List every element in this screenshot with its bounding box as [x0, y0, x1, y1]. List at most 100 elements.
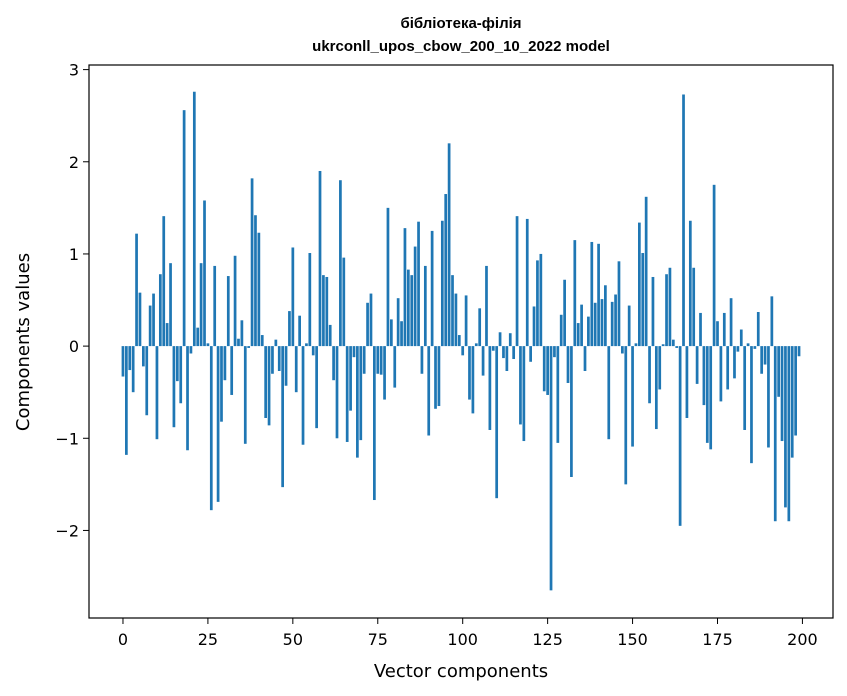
bar-143 — [607, 346, 611, 440]
bar-154 — [644, 196, 648, 347]
bar-180 — [733, 346, 736, 379]
bar-35 — [240, 320, 244, 347]
bar-57 — [315, 346, 318, 429]
bar-46 — [277, 346, 281, 371]
bar-120 — [529, 346, 532, 362]
bar-18 — [182, 110, 186, 347]
y-tick-label-0: 0 — [69, 337, 79, 356]
y-tick-label--2: −2 — [55, 521, 79, 540]
bar-107 — [485, 265, 488, 347]
x-tick-label-0: 0 — [118, 630, 128, 649]
bar-25 — [206, 343, 210, 347]
bar-173 — [709, 346, 713, 450]
bar-116 — [515, 216, 519, 347]
bar-185 — [750, 346, 753, 464]
bars-group — [121, 91, 801, 591]
bar-48 — [284, 346, 288, 386]
bar-112 — [502, 346, 505, 359]
chart-title-line2: ukrconll_upos_cbow_200_10_2022 model — [312, 38, 610, 55]
bar-26 — [209, 346, 213, 511]
bar-54 — [305, 343, 308, 347]
bar-125 — [546, 346, 549, 395]
bar-110 — [495, 346, 499, 499]
bar-2 — [128, 346, 132, 371]
bar-182 — [739, 329, 743, 347]
bar-27 — [213, 265, 217, 347]
bar-175 — [716, 321, 719, 347]
bar-187 — [756, 312, 760, 347]
bar-17 — [179, 346, 183, 404]
bar-132 — [570, 346, 573, 477]
bar-45 — [274, 339, 278, 347]
bar-59 — [322, 275, 325, 347]
bar-128 — [556, 346, 560, 443]
bar-103 — [471, 346, 475, 414]
bar-193 — [777, 346, 780, 397]
bar-196 — [787, 346, 791, 522]
bar-198 — [794, 346, 797, 436]
bar-5 — [138, 292, 142, 347]
bar-21 — [192, 91, 196, 347]
bar-28 — [216, 346, 220, 502]
bar-36 — [243, 346, 247, 444]
bar-99 — [457, 335, 461, 347]
bar-194 — [780, 346, 784, 442]
bar-82 — [400, 321, 403, 347]
bar-60 — [325, 276, 329, 347]
bar-164 — [678, 346, 682, 526]
bar-12 — [162, 216, 166, 347]
bar-16 — [175, 346, 179, 382]
x-tick-label-125: 125 — [532, 630, 563, 649]
bar-146 — [617, 261, 621, 347]
bar-137 — [587, 316, 590, 347]
bar-88 — [420, 346, 424, 374]
bar-50 — [291, 247, 295, 347]
bar-49 — [288, 311, 291, 347]
x-axis-label: Vector components — [374, 661, 548, 682]
bar-106 — [481, 346, 485, 376]
bar-95 — [444, 194, 448, 347]
bar-66 — [345, 346, 349, 442]
bar-163 — [675, 346, 679, 348]
bar-160 — [665, 274, 668, 347]
bar-123 — [539, 253, 543, 347]
bar-121 — [532, 306, 536, 347]
y-axis-label: Components values — [13, 253, 34, 431]
bar-109 — [491, 346, 495, 351]
bar-13 — [165, 323, 169, 347]
bar-136 — [583, 346, 587, 371]
bar-111 — [498, 332, 502, 347]
bar-189 — [763, 346, 767, 365]
bar-42 — [264, 346, 268, 418]
bar-31 — [226, 276, 230, 347]
bar-55 — [308, 253, 312, 347]
bar-56 — [311, 346, 315, 356]
bar-41 — [260, 335, 264, 347]
bar-158 — [658, 346, 662, 390]
x-tick-label-50: 50 — [283, 630, 303, 649]
bar-7 — [145, 346, 149, 416]
bar-100 — [461, 346, 465, 356]
bar-171 — [702, 346, 706, 406]
bar-191 — [770, 296, 774, 347]
bar-10 — [155, 346, 159, 440]
bar-140 — [597, 243, 600, 347]
bar-169 — [695, 346, 699, 384]
bar-63 — [335, 346, 339, 439]
bar-43 — [267, 346, 271, 426]
bar-118 — [522, 346, 526, 442]
bar-87 — [417, 221, 420, 347]
bar-184 — [746, 343, 750, 347]
bar-75 — [376, 346, 380, 374]
bar-133 — [573, 240, 577, 347]
bar-168 — [692, 267, 696, 347]
bar-177 — [722, 312, 726, 347]
bar-104 — [474, 343, 478, 347]
bar-147 — [621, 346, 624, 354]
bar-105 — [478, 308, 482, 347]
bar-135 — [580, 304, 583, 347]
bar-162 — [671, 339, 675, 347]
bar-32 — [230, 346, 234, 395]
bar-127 — [553, 346, 556, 358]
bar-192 — [773, 346, 777, 522]
